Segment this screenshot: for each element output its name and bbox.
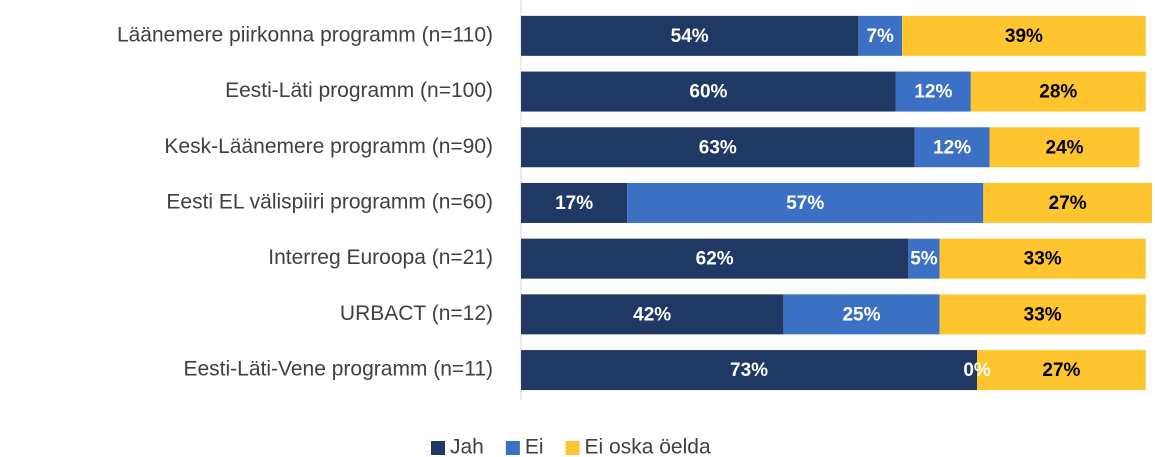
bar-segment bbox=[783, 294, 940, 335]
bar-segment bbox=[895, 71, 971, 112]
bar-segment bbox=[521, 294, 784, 335]
data-label: 24% bbox=[1046, 137, 1084, 158]
data-label: 12% bbox=[914, 82, 952, 103]
data-label: 57% bbox=[786, 193, 824, 214]
bar-segment bbox=[521, 350, 978, 391]
bar-segment bbox=[627, 182, 984, 223]
data-label: 33% bbox=[1024, 249, 1062, 270]
data-label: 73% bbox=[730, 360, 768, 381]
data-label: 0% bbox=[963, 360, 991, 381]
bar-segment bbox=[902, 15, 1146, 56]
bar-segment bbox=[977, 350, 1146, 391]
bar-segment bbox=[908, 238, 940, 279]
legend-label: Ei oska öelda bbox=[585, 436, 711, 457]
category-label: Eesti EL välispiiri programm (n=60) bbox=[166, 190, 493, 213]
data-label: 5% bbox=[910, 249, 938, 270]
bar-segment bbox=[858, 15, 903, 56]
bar-segment bbox=[521, 127, 915, 168]
data-label: 17% bbox=[555, 193, 593, 214]
bar-segment bbox=[521, 15, 859, 56]
data-label: 39% bbox=[1005, 26, 1043, 47]
data-label: 54% bbox=[671, 26, 709, 47]
bar-segment bbox=[939, 294, 1146, 335]
category-label: URBACT (n=12) bbox=[340, 302, 493, 325]
data-label: 60% bbox=[689, 82, 727, 103]
data-label: 42% bbox=[633, 304, 671, 325]
category-label: Interreg Euroopa (n=21) bbox=[268, 246, 493, 269]
data-label: 27% bbox=[1049, 193, 1087, 214]
data-label: 63% bbox=[699, 137, 737, 158]
bar-segment bbox=[521, 182, 628, 223]
bar-segment bbox=[914, 127, 990, 168]
data-label: 28% bbox=[1039, 82, 1077, 103]
bar-segment bbox=[989, 127, 1140, 168]
legend-label: Jah bbox=[450, 436, 484, 457]
legend-swatch bbox=[565, 441, 580, 455]
bar-segment bbox=[521, 71, 896, 112]
data-label: 27% bbox=[1042, 360, 1080, 381]
data-label: 62% bbox=[696, 249, 734, 270]
data-label: 25% bbox=[842, 304, 880, 325]
category-label: Kesk-Läänemere programm (n=90) bbox=[164, 135, 493, 158]
legend-swatch bbox=[431, 441, 445, 455]
category-label: Eesti-Läti programm (n=100) bbox=[225, 79, 493, 102]
data-label: 33% bbox=[1024, 304, 1062, 325]
bar-segment bbox=[983, 182, 1152, 223]
bar-segment bbox=[939, 238, 1146, 279]
bar-segment bbox=[970, 71, 1146, 112]
data-label: 12% bbox=[933, 137, 971, 158]
legend-label: Ei bbox=[525, 436, 544, 457]
data-label: 7% bbox=[866, 26, 894, 47]
legend-swatch bbox=[505, 441, 520, 455]
category-label: Läänemere piirkonna programm (n=110) bbox=[117, 23, 493, 46]
category-label: Eesti-Läti-Vene programm (n=11) bbox=[183, 358, 493, 381]
bar-segment bbox=[521, 238, 909, 279]
